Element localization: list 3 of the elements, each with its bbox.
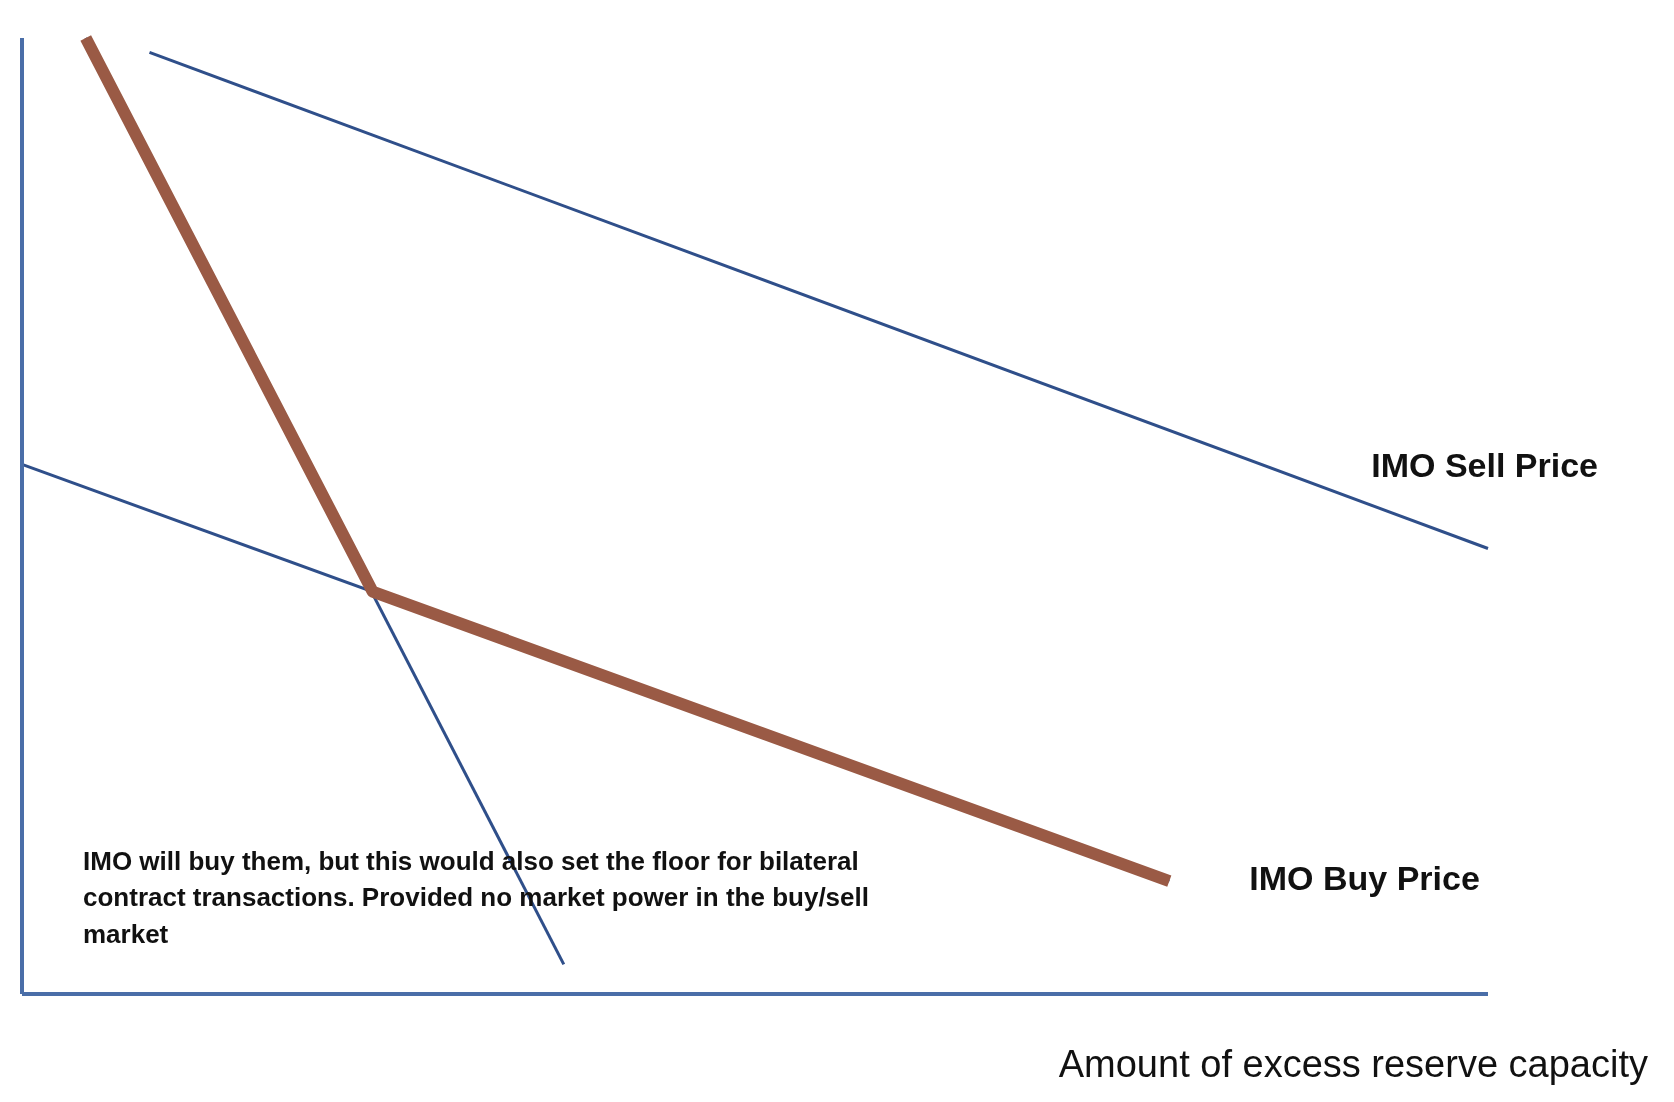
text: IMO Buy Price	[1249, 859, 1480, 898]
series-label: IMO Sell Price	[1371, 446, 1598, 485]
x-axis-title: Amount of excess reserve capacity	[1058, 1043, 1648, 1086]
